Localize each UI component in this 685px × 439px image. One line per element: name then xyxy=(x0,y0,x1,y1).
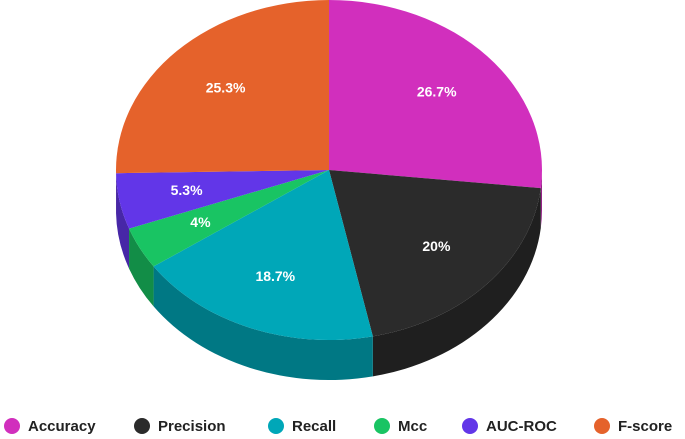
pie-side-accuracy xyxy=(540,170,542,229)
data-label-recall: 18.7% xyxy=(255,268,295,284)
data-label-precision: 20% xyxy=(422,238,451,254)
pie-side-mcc xyxy=(129,228,154,307)
legend-item-mcc[interactable]: Mcc xyxy=(374,414,427,438)
data-label-accuracy: 26.7% xyxy=(417,83,457,99)
legend-item-auc-roc[interactable]: AUC-ROC xyxy=(462,414,557,438)
legend-marker-f-score xyxy=(594,418,610,434)
pie-slice-precision[interactable] xyxy=(329,170,541,337)
legend-marker-auc-roc xyxy=(462,418,478,434)
pie-slice-f-score[interactable] xyxy=(116,0,330,174)
legend-item-accuracy[interactable]: Accuracy xyxy=(4,414,96,438)
legend: Accuracy Precision Recall Mcc AUC-ROC F-… xyxy=(0,414,685,438)
pie-slice-auc-roc[interactable] xyxy=(116,170,329,229)
legend-marker-mcc xyxy=(374,418,390,434)
pie-side-auc-roc xyxy=(116,173,130,269)
legend-item-f-score[interactable]: F-score xyxy=(594,414,672,438)
legend-item-precision[interactable]: Precision xyxy=(134,414,226,438)
legend-label-precision: Precision xyxy=(158,417,226,435)
legend-item-recall[interactable]: Recall xyxy=(268,414,336,438)
legend-label-accuracy: Accuracy xyxy=(28,417,96,435)
legend-label-auc-roc: AUC-ROC xyxy=(486,417,557,435)
legend-label-recall: Recall xyxy=(292,417,337,435)
pie-side-recall xyxy=(153,266,373,381)
legend-marker-accuracy xyxy=(4,418,20,434)
pie-slice-mcc[interactable] xyxy=(129,170,329,267)
pie-plot-area: 26.7% 20% 18.7% 4% 5.3% 25.3% xyxy=(116,0,542,381)
legend-marker-recall xyxy=(268,418,284,434)
legend-marker-precision xyxy=(134,418,150,434)
data-label-f-score: 25.3% xyxy=(206,80,246,96)
legend-label-mcc: Mcc xyxy=(398,417,428,435)
legend-label-f-score: F-score xyxy=(618,417,673,435)
pie-side-precision xyxy=(372,188,541,377)
data-label-mcc: 4% xyxy=(190,214,211,230)
data-label-auc-roc: 5.3% xyxy=(171,182,203,198)
pie-slice-accuracy[interactable] xyxy=(329,0,542,189)
pie-slice-recall[interactable] xyxy=(153,170,373,340)
